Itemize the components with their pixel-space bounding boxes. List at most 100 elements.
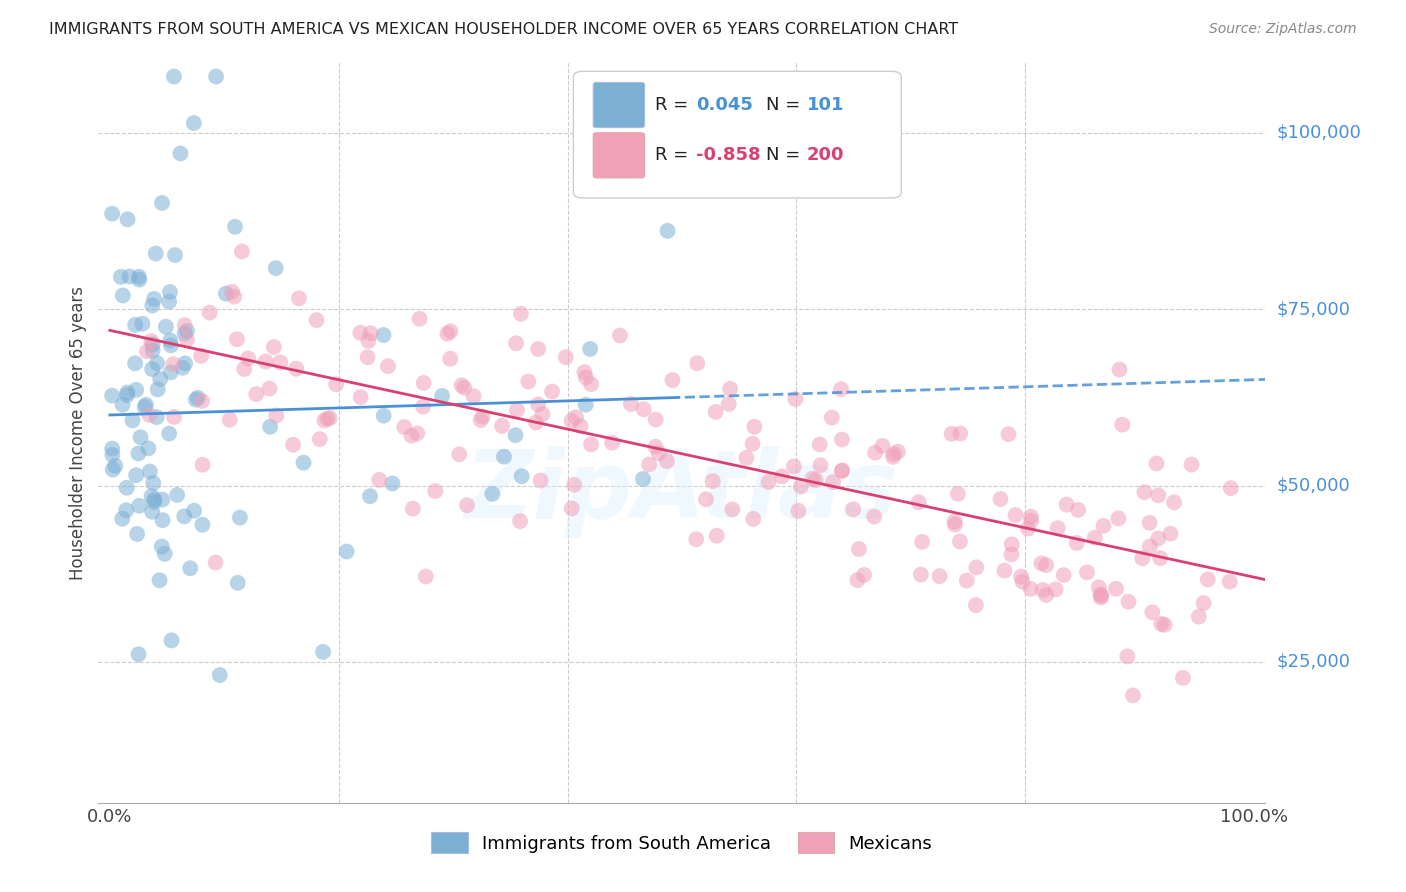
Point	[121, 413, 143, 427]
Point	[787, 504, 810, 518]
Point	[127, 527, 149, 541]
Point	[529, 474, 551, 488]
Point	[226, 332, 249, 346]
Point	[415, 569, 437, 583]
Point	[831, 464, 853, 478]
Point	[509, 514, 531, 528]
Point	[1019, 514, 1042, 528]
Point	[821, 410, 844, 425]
Text: N =: N =	[766, 96, 806, 114]
FancyBboxPatch shape	[574, 71, 901, 198]
Point	[956, 574, 979, 588]
Point	[205, 70, 228, 84]
Point	[911, 534, 934, 549]
Point	[453, 381, 475, 395]
Point	[101, 442, 124, 456]
Point	[115, 388, 138, 402]
Point	[744, 419, 766, 434]
Point	[575, 398, 598, 412]
Point	[527, 398, 550, 412]
Point	[1219, 481, 1241, 495]
FancyBboxPatch shape	[593, 82, 644, 128]
Point	[941, 426, 963, 441]
Point	[1197, 573, 1219, 587]
Point	[1163, 495, 1185, 509]
Point	[554, 350, 576, 364]
Point	[136, 344, 159, 359]
Point	[1139, 516, 1161, 530]
Point	[1188, 609, 1211, 624]
Point	[224, 290, 246, 304]
Point	[142, 337, 165, 351]
Point	[325, 377, 347, 392]
Point	[254, 354, 277, 368]
Point	[1111, 417, 1133, 432]
Point	[104, 458, 127, 473]
Point	[1046, 521, 1069, 535]
Text: 101: 101	[807, 96, 844, 114]
Point	[456, 498, 478, 512]
Point	[579, 377, 602, 392]
Point	[245, 387, 267, 401]
Point	[159, 334, 181, 348]
Point	[125, 383, 148, 397]
Point	[394, 420, 416, 434]
Point	[264, 261, 287, 276]
Point	[1150, 616, 1173, 631]
Point	[569, 419, 592, 434]
Point	[1053, 568, 1076, 582]
Point	[169, 146, 191, 161]
Point	[1090, 589, 1112, 603]
Point	[907, 495, 929, 509]
Point	[1108, 362, 1130, 376]
Point	[997, 427, 1019, 442]
Point	[882, 450, 904, 464]
Point	[159, 365, 181, 379]
Point	[831, 463, 853, 477]
Text: R =: R =	[655, 96, 695, 114]
Point	[1067, 503, 1090, 517]
Point	[846, 573, 869, 587]
Point	[231, 244, 253, 259]
Point	[943, 517, 966, 532]
Point	[285, 361, 308, 376]
Point	[965, 598, 987, 612]
Point	[491, 418, 513, 433]
Point	[449, 447, 471, 461]
Point	[1017, 522, 1039, 536]
Point	[149, 574, 172, 588]
Point	[790, 479, 813, 493]
Text: Source: ZipAtlas.com: Source: ZipAtlas.com	[1209, 22, 1357, 37]
Point	[229, 510, 252, 524]
Point	[111, 288, 134, 302]
Point	[510, 469, 533, 483]
Point	[111, 512, 134, 526]
Point	[305, 313, 328, 327]
Point	[1090, 591, 1112, 605]
Point	[492, 450, 515, 464]
Point	[350, 390, 373, 404]
Point	[316, 411, 339, 425]
Point	[373, 409, 395, 423]
Point	[574, 365, 596, 379]
Point	[527, 342, 550, 356]
Point	[863, 445, 886, 459]
Point	[157, 294, 180, 309]
Point	[450, 378, 472, 392]
Point	[236, 351, 259, 366]
Text: N =: N =	[766, 146, 806, 164]
Point	[149, 372, 172, 386]
Point	[163, 248, 186, 262]
Point	[118, 269, 141, 284]
Point	[215, 286, 238, 301]
Point	[810, 458, 832, 473]
Point	[1087, 580, 1109, 594]
Point	[184, 392, 207, 407]
Point	[259, 419, 281, 434]
Point	[269, 355, 291, 369]
Point	[143, 495, 166, 509]
Text: R =: R =	[655, 146, 695, 164]
Point	[1180, 458, 1202, 472]
Point	[127, 446, 149, 460]
Point	[319, 411, 342, 425]
